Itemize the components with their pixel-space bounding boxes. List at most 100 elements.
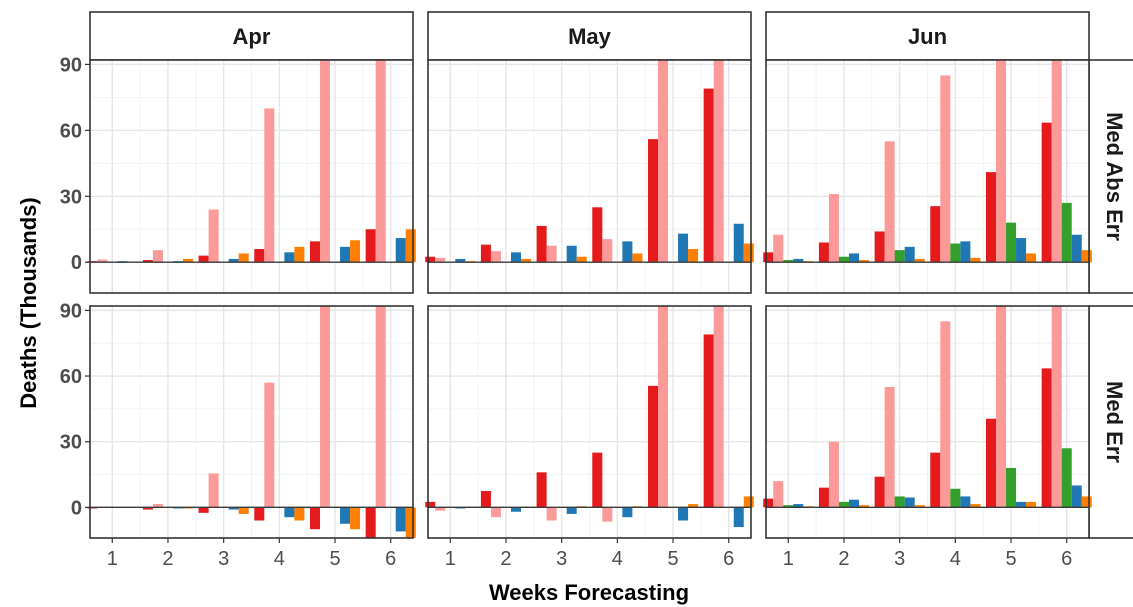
bar bbox=[950, 488, 961, 508]
bar bbox=[1081, 250, 1092, 263]
bar bbox=[1071, 485, 1082, 508]
column-strip bbox=[427, 11, 752, 61]
bar bbox=[238, 253, 249, 263]
bar bbox=[490, 507, 501, 518]
x-tick-label: 4 bbox=[274, 548, 285, 570]
bar bbox=[264, 108, 275, 263]
bar bbox=[828, 441, 839, 508]
bar bbox=[838, 501, 849, 508]
bar bbox=[688, 249, 699, 263]
bar bbox=[828, 194, 839, 263]
bar bbox=[678, 507, 689, 521]
bar bbox=[1006, 222, 1017, 263]
x-tick-label: 5 bbox=[667, 548, 678, 570]
bar bbox=[340, 246, 351, 263]
bar bbox=[425, 501, 436, 508]
bar bbox=[1051, 306, 1062, 508]
y-tick-label: 30 bbox=[60, 432, 82, 454]
bar bbox=[602, 239, 613, 263]
x-tick-label: 5 bbox=[1005, 548, 1016, 570]
bar bbox=[198, 255, 209, 263]
x-tick-label: 6 bbox=[385, 548, 396, 570]
x-tick-label: 6 bbox=[1061, 548, 1072, 570]
bar bbox=[970, 504, 981, 508]
bar bbox=[435, 507, 446, 511]
bar bbox=[874, 231, 885, 263]
x-tick-label: 3 bbox=[894, 548, 905, 570]
x-tick-label: 4 bbox=[612, 548, 623, 570]
bar bbox=[566, 245, 577, 263]
bar bbox=[208, 209, 219, 263]
bar bbox=[294, 246, 305, 263]
y-tick-label: 90 bbox=[60, 54, 82, 76]
bar bbox=[995, 306, 1007, 508]
column-strip bbox=[89, 11, 414, 61]
bar bbox=[632, 253, 643, 263]
bar bbox=[859, 260, 870, 263]
x-tick-label: 3 bbox=[218, 548, 229, 570]
bar bbox=[546, 507, 557, 521]
panel-border bbox=[765, 305, 1090, 539]
bar bbox=[884, 141, 895, 263]
bar bbox=[733, 507, 744, 528]
bar bbox=[152, 504, 163, 508]
bar bbox=[703, 88, 714, 263]
bar bbox=[950, 243, 961, 263]
bar bbox=[733, 223, 744, 263]
bar bbox=[309, 507, 320, 530]
x-tick-label: 1 bbox=[783, 548, 794, 570]
bar bbox=[818, 487, 829, 508]
bar bbox=[688, 504, 699, 508]
bar bbox=[1061, 202, 1072, 263]
bar bbox=[350, 240, 361, 263]
bar bbox=[874, 476, 885, 508]
bar bbox=[713, 306, 724, 508]
bar bbox=[930, 206, 941, 263]
column-strip bbox=[765, 11, 1090, 61]
bar bbox=[713, 60, 724, 263]
y-tick-label: 60 bbox=[60, 366, 82, 388]
bar bbox=[783, 260, 794, 263]
bar bbox=[773, 481, 784, 508]
bar bbox=[425, 256, 436, 263]
bar bbox=[455, 258, 466, 263]
bar bbox=[960, 496, 971, 508]
bar bbox=[793, 504, 804, 508]
row-strip bbox=[1088, 59, 1133, 294]
bar bbox=[264, 382, 275, 508]
bar bbox=[914, 258, 925, 263]
bar bbox=[940, 75, 951, 263]
bar bbox=[793, 258, 804, 263]
x-tick-label: 1 bbox=[107, 548, 118, 570]
bar bbox=[592, 452, 603, 508]
bar bbox=[848, 253, 860, 263]
bar bbox=[1016, 238, 1027, 263]
bar bbox=[142, 260, 153, 263]
bar bbox=[985, 172, 996, 263]
bar bbox=[703, 334, 714, 508]
bar bbox=[97, 259, 108, 263]
y-tick-label: 90 bbox=[60, 300, 82, 322]
bar bbox=[546, 245, 557, 263]
x-tick-label: 3 bbox=[556, 548, 567, 570]
bar bbox=[510, 507, 522, 512]
bar bbox=[228, 507, 239, 510]
row-strip-label: Med Err bbox=[1102, 381, 1127, 463]
y-tick-label: 0 bbox=[71, 497, 82, 519]
bar bbox=[208, 473, 219, 508]
bar bbox=[536, 472, 547, 508]
y-tick-label: 30 bbox=[60, 186, 82, 208]
bar bbox=[405, 229, 416, 263]
bar bbox=[254, 249, 265, 263]
bar bbox=[198, 507, 209, 513]
y-axis-title: Deaths (Thousands) bbox=[16, 197, 41, 408]
bar bbox=[622, 241, 633, 263]
bar bbox=[284, 507, 295, 518]
bar bbox=[228, 258, 239, 263]
bar bbox=[818, 242, 829, 263]
bar bbox=[480, 490, 491, 508]
bar bbox=[319, 60, 331, 263]
bar bbox=[940, 321, 951, 508]
bar bbox=[350, 507, 361, 530]
bar bbox=[405, 507, 416, 538]
